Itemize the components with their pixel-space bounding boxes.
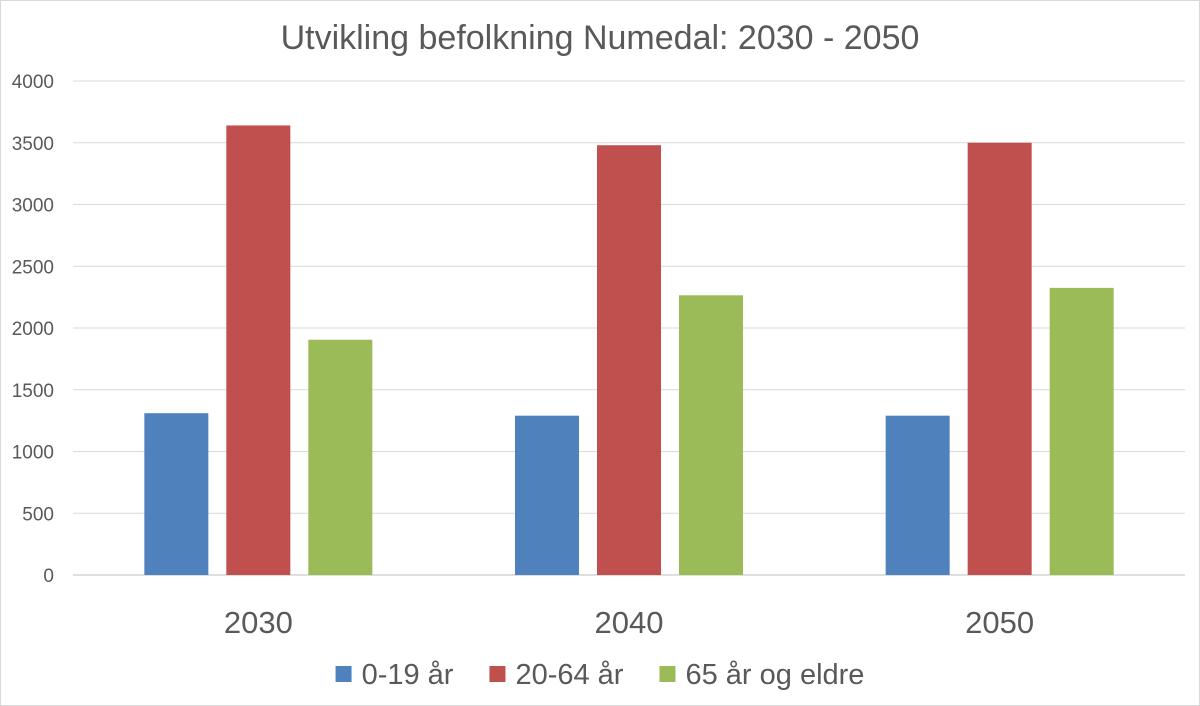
y-tick-label: 1000 [12, 443, 54, 464]
y-tick-label: 0 [43, 566, 54, 587]
y-tick-label: 3000 [12, 196, 54, 217]
y-tick-label: 2000 [12, 319, 54, 340]
legend-label: 65 år og eldre [685, 659, 864, 691]
y-tick-label: 2500 [12, 257, 54, 278]
y-tick-label: 3500 [12, 134, 54, 155]
bar-2-1 [967, 142, 1032, 575]
legend-label: 20-64 år [515, 659, 623, 691]
x-axis-ticks: 2030 2040 2050 [224, 605, 1034, 640]
bar-2-0 [885, 415, 950, 575]
legend-label: 0-19 år [362, 659, 454, 691]
bar-0-0 [144, 413, 209, 575]
chart-title: Utvikling befolkning Numedal: 2030 - 205… [281, 19, 920, 57]
legend-swatch-0 [335, 666, 352, 682]
x-tick-label: 2050 [965, 605, 1034, 640]
bar-1-0 [515, 415, 579, 575]
x-tick-label: 2030 [224, 605, 293, 640]
legend-swatch-1 [489, 666, 506, 682]
legend-swatch-2 [659, 666, 676, 682]
bars [144, 125, 1114, 576]
y-tick-label: 4000 [12, 72, 54, 93]
bar-2-2 [1049, 287, 1114, 575]
y-tick-label: 500 [22, 504, 54, 525]
y-tick-label: 1500 [12, 381, 54, 402]
bar-0-1 [226, 125, 291, 576]
bar-0-2 [308, 339, 373, 575]
legend: 0-19 år 20-64 år 65 år og eldre [335, 659, 864, 691]
bar-1-1 [597, 145, 661, 575]
y-axis-ticks: 0 500 1000 1500 2000 2500 3000 3500 4000 [12, 72, 54, 587]
bar-1-2 [679, 295, 743, 575]
x-tick-label: 2040 [595, 605, 664, 640]
